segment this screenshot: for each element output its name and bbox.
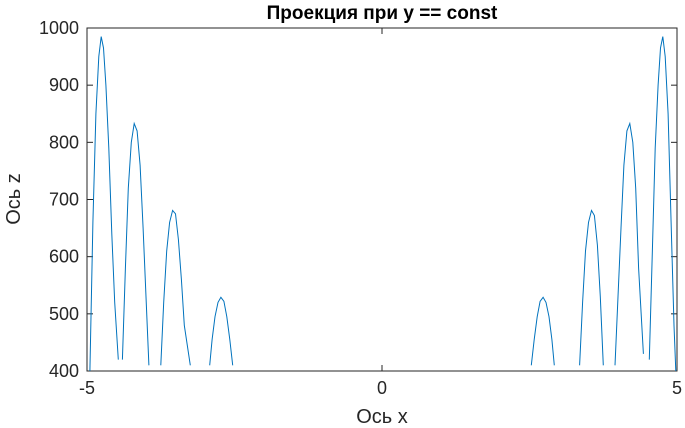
y-tick-label: 1000 xyxy=(39,18,79,38)
y-axis-label: Ось z xyxy=(3,173,25,225)
y-tick-label: 700 xyxy=(49,190,79,210)
data-arch xyxy=(648,36,677,372)
y-tick-label: 800 xyxy=(49,132,79,152)
x-tick-label: 0 xyxy=(377,378,387,398)
x-axis-label: Ось x xyxy=(356,406,408,428)
data-arch xyxy=(89,36,119,372)
y-tick-label: 600 xyxy=(49,247,79,267)
x-tick-label: 5 xyxy=(672,378,682,398)
x-tick-label: -5 xyxy=(79,378,95,398)
chart-title: Проекция при y == const xyxy=(267,3,498,24)
data-arch xyxy=(160,209,191,366)
y-tick-label: 400 xyxy=(49,361,79,381)
data-arch xyxy=(530,296,555,366)
data-arch xyxy=(579,209,604,366)
data-arch xyxy=(614,121,644,366)
axes-box xyxy=(86,27,678,372)
y-tick-label: 500 xyxy=(49,304,79,324)
data-arch xyxy=(209,296,234,366)
data-arch xyxy=(121,121,150,366)
y-tick-label: 900 xyxy=(49,75,79,95)
plot-area: -5 0 5 400 500 600 700 800 900 1000 xyxy=(39,18,682,398)
